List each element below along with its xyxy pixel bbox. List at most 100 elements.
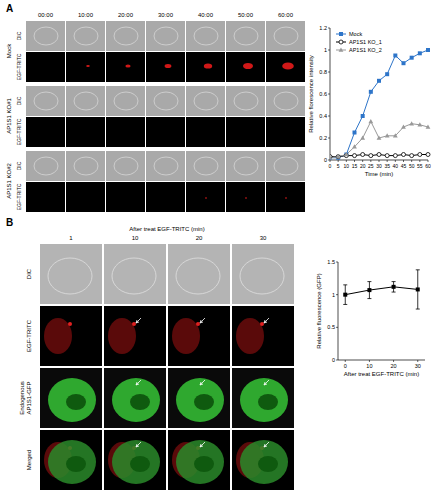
- legend-marker: [339, 48, 344, 52]
- marker-circle: [353, 154, 357, 158]
- series-line: [330, 122, 428, 158]
- arrow: [264, 380, 269, 385]
- micrograph: [104, 430, 166, 490]
- row-label: DIC: [26, 268, 32, 279]
- nucleus: [66, 394, 86, 410]
- channel-label: EGF-TRITC: [16, 53, 22, 80]
- marker-circle: [377, 153, 381, 157]
- micrograph: [232, 306, 294, 366]
- y-tick: [336, 327, 338, 328]
- cell-outline: [74, 27, 98, 45]
- x-tick-label: 25: [368, 163, 374, 169]
- marker-triangle: [377, 136, 382, 140]
- y-tick: [328, 72, 330, 73]
- cell-outline: [194, 92, 218, 110]
- marker-square: [416, 287, 420, 291]
- y-tick: [336, 360, 338, 361]
- group-label: AP1S1 KO#2: [6, 162, 12, 198]
- marker-square: [367, 288, 371, 292]
- micrograph: [106, 21, 145, 51]
- cell-outline: [74, 92, 98, 110]
- arrow: [200, 318, 205, 323]
- x-tick: [428, 160, 429, 162]
- gfp-area: [48, 440, 96, 484]
- marker-square: [361, 114, 365, 118]
- x-tick-label: 10: [366, 363, 372, 369]
- legend-marker: [339, 32, 343, 36]
- cell-outline: [34, 157, 58, 175]
- time-label: 10:00: [78, 12, 94, 18]
- marker-square: [418, 51, 422, 55]
- error-bar: [343, 285, 347, 305]
- micrograph: [106, 86, 145, 116]
- nucleus: [194, 456, 214, 472]
- marker-square: [392, 285, 396, 289]
- signal-area: [236, 318, 264, 354]
- channel-label: DIC: [16, 96, 22, 105]
- figure: A00:0010:0020:0030:0040:0050:0060:00DICE…: [0, 0, 432, 503]
- y-tick: [328, 50, 330, 51]
- legend-label: AP1S1 KO_2: [349, 47, 382, 53]
- x-tick-label: 30: [415, 363, 421, 369]
- cell-outline: [194, 27, 218, 45]
- x-tick: [395, 160, 396, 162]
- gfp-area: [240, 378, 288, 422]
- micrograph: [186, 21, 225, 51]
- micrograph: [106, 52, 145, 82]
- arrow: [200, 442, 205, 447]
- y-tick-label: 0.8: [319, 69, 327, 75]
- x-tick: [370, 160, 371, 162]
- micrograph: [40, 368, 102, 428]
- marker-square: [385, 72, 389, 76]
- micrograph: [266, 151, 305, 181]
- series-line: [330, 50, 428, 158]
- marker-circle: [426, 153, 430, 157]
- nucleus: [258, 394, 278, 410]
- x-tick-label: 15: [352, 163, 358, 169]
- cell-outline: [112, 258, 156, 294]
- header: After treat EGF-TRITC (min): [129, 226, 204, 232]
- x-tick-label: 35: [384, 163, 390, 169]
- marker-triangle: [417, 122, 422, 126]
- signal-spot: [205, 197, 207, 199]
- micrograph: [226, 21, 265, 51]
- micrograph: [186, 151, 225, 181]
- group-label: Mock: [6, 43, 12, 58]
- time-label: 20:00: [118, 12, 134, 18]
- micrograph: [266, 182, 305, 212]
- x-axis: [338, 360, 425, 361]
- y-tick: [336, 262, 338, 263]
- group-label: AP1S1 KO#1: [6, 97, 12, 133]
- marker-square: [377, 79, 381, 83]
- x-tick-label: 45: [401, 163, 407, 169]
- error-bar: [367, 282, 371, 299]
- micrograph: [66, 86, 105, 116]
- micrograph: [146, 21, 185, 51]
- series-line: [345, 287, 418, 295]
- micrograph: [146, 117, 185, 147]
- signal-spot: [125, 64, 130, 67]
- micrograph: [266, 21, 305, 51]
- marker-circle: [402, 153, 406, 157]
- cell-outline: [34, 27, 58, 45]
- legend-label: Mock: [349, 31, 362, 37]
- y-tick-label: 1.5: [327, 259, 335, 265]
- micrograph: [226, 52, 265, 82]
- micrograph: [266, 86, 305, 116]
- marker-circle: [361, 153, 365, 157]
- x-tick: [411, 160, 412, 162]
- error-bar: [416, 270, 420, 309]
- x-tick: [393, 360, 394, 362]
- y-tick-label: 1: [332, 292, 335, 298]
- x-tick-label: 50: [409, 163, 415, 169]
- micrograph: [168, 244, 230, 304]
- gfp-area: [112, 440, 160, 484]
- time-label: 1: [69, 235, 73, 241]
- cell-outline: [74, 157, 98, 175]
- micrograph: [106, 151, 145, 181]
- plot-area: [343, 270, 420, 309]
- cell-outline: [274, 27, 298, 45]
- plot-area: [330, 48, 430, 160]
- micrograph: [266, 117, 305, 147]
- signal-spot: [260, 322, 264, 326]
